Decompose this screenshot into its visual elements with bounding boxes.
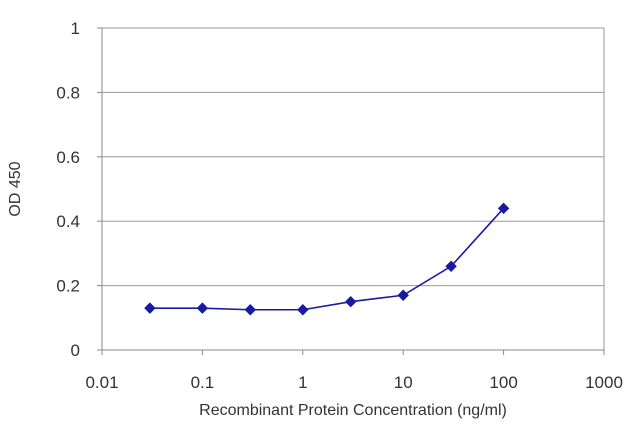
data-point	[244, 304, 257, 316]
y-tick-label: 0	[71, 341, 80, 360]
data-point	[297, 304, 309, 316]
y-tick-label: 0.2	[56, 277, 80, 296]
data-series	[144, 202, 510, 316]
x-tick-label: 0.1	[191, 373, 215, 392]
data-point	[445, 260, 457, 272]
x-tick-label: 0.01	[85, 373, 118, 392]
data-point	[144, 302, 156, 314]
y-axis-ticks: 0 0.2 0.4 0.6 0.8 1	[56, 19, 102, 360]
plot-area	[101, 27, 605, 351]
gridlines	[102, 91, 604, 287]
y-tick-label: 0.4	[56, 212, 80, 231]
data-point	[397, 289, 409, 301]
x-tick-label: 1	[298, 373, 307, 392]
x-axis-title: Recombinant Protein Concentration (ng/ml…	[199, 402, 507, 419]
series-line	[149, 207, 505, 311]
data-point	[497, 202, 510, 215]
x-axis-ticks: 0.01 0.1 1 10 100 1000	[85, 350, 623, 392]
y-axis-title: OD 450	[7, 161, 24, 216]
data-point	[196, 302, 209, 314]
data-point	[344, 295, 357, 308]
x-tick-label: 100	[489, 373, 517, 392]
y-tick-label: 1	[71, 19, 80, 38]
x-tick-label: 1000	[585, 373, 623, 392]
y-tick-label: 0.8	[56, 83, 80, 102]
y-tick-label: 0.6	[56, 148, 80, 167]
x-tick-label: 10	[394, 373, 413, 392]
